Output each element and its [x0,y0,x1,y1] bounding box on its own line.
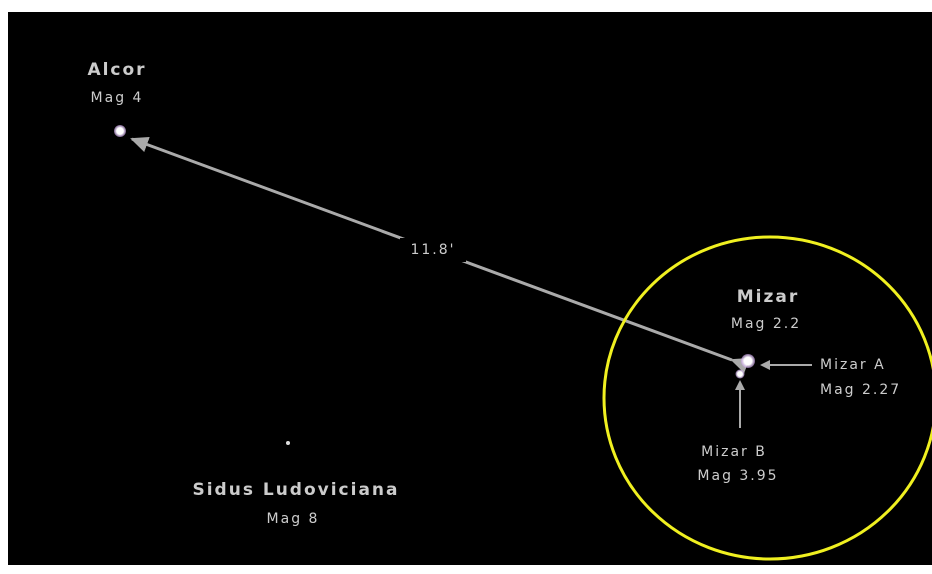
star-name: Sidus Ludoviciana [192,480,399,500]
separation-label: 11.8' [410,242,455,258]
star [736,370,745,379]
star-magnitude: Mag 8 [267,511,320,527]
star [286,441,290,445]
star-magnitude: Mag 4 [91,90,144,106]
star-name: Mizar A [820,357,886,373]
star-magnitude: Mag 2.27 [820,382,901,398]
star [114,125,126,137]
star-name: Mizar [737,287,800,307]
star-magnitude: Mag 2.2 [731,316,801,332]
star-name: Mizar B [701,444,767,460]
star-magnitude: Mag 3.95 [697,468,778,484]
sky-chart: 11.8' Alcor Mag 4 Mizar Mag 2.2 Mizar A … [0,0,932,574]
star [741,354,755,368]
star-name: Alcor [87,60,146,80]
